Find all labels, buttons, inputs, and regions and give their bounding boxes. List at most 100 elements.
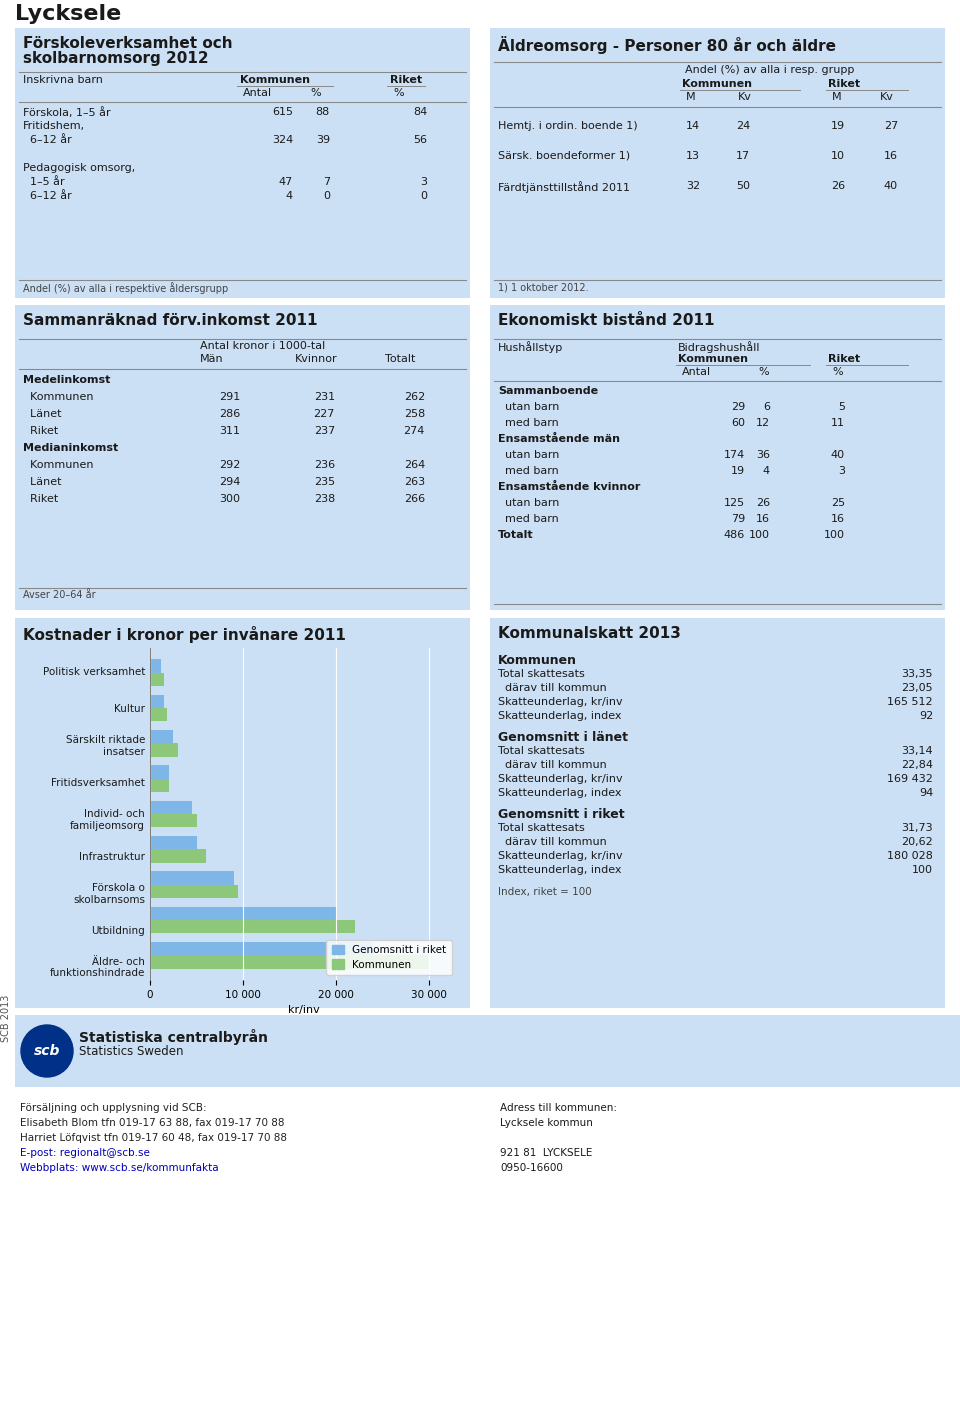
Text: Kv: Kv bbox=[880, 92, 894, 102]
Text: Äldre- och
funktionshindrade: Äldre- och funktionshindrade bbox=[50, 957, 145, 978]
Text: Förskoleverksamhet och: Förskoleverksamhet och bbox=[23, 35, 232, 51]
Text: 292: 292 bbox=[219, 460, 240, 469]
Text: 262: 262 bbox=[404, 392, 425, 402]
Text: Sammanboende: Sammanboende bbox=[498, 386, 598, 396]
Text: 100: 100 bbox=[824, 530, 845, 540]
Text: Skatteunderlag, kr/inv: Skatteunderlag, kr/inv bbox=[498, 851, 623, 861]
Text: Statistiska centralbyrån: Statistiska centralbyrån bbox=[79, 1029, 268, 1045]
Text: Total skattesats: Total skattesats bbox=[498, 669, 585, 679]
Text: 56: 56 bbox=[413, 134, 427, 146]
Bar bbox=[150, 885, 238, 898]
Text: Kommunen: Kommunen bbox=[678, 354, 748, 363]
Text: 1) 1 oktober 2012.: 1) 1 oktober 2012. bbox=[498, 281, 588, 293]
Text: med barn: med barn bbox=[498, 467, 559, 477]
Text: Skatteunderlag, kr/inv: Skatteunderlag, kr/inv bbox=[498, 697, 623, 707]
Text: 3: 3 bbox=[420, 177, 427, 187]
Text: 266: 266 bbox=[404, 493, 425, 503]
Text: 486: 486 bbox=[724, 530, 745, 540]
Bar bbox=[150, 850, 205, 863]
Text: därav till kommun: därav till kommun bbox=[498, 837, 607, 847]
Text: Kultur: Kultur bbox=[114, 704, 145, 714]
Text: därav till kommun: därav till kommun bbox=[498, 759, 607, 771]
Bar bbox=[150, 659, 161, 673]
Text: 300: 300 bbox=[219, 493, 240, 503]
Bar bbox=[150, 800, 192, 814]
Text: 291: 291 bbox=[219, 392, 240, 402]
Text: Ensamstående kvinnor: Ensamstående kvinnor bbox=[498, 482, 640, 492]
Text: 16: 16 bbox=[884, 151, 898, 161]
Text: 263: 263 bbox=[404, 477, 425, 486]
Text: Kommunalskatt 2013: Kommunalskatt 2013 bbox=[498, 626, 681, 641]
Text: scb: scb bbox=[34, 1044, 60, 1058]
Text: 20,62: 20,62 bbox=[901, 837, 933, 847]
Bar bbox=[150, 942, 373, 956]
Text: 4: 4 bbox=[286, 191, 293, 201]
Bar bbox=[490, 28, 945, 298]
Text: 26: 26 bbox=[756, 498, 770, 508]
Bar bbox=[150, 708, 167, 721]
Text: 26: 26 bbox=[830, 181, 845, 191]
Text: 33,35: 33,35 bbox=[901, 669, 933, 679]
Text: Färdtjänsttillstånd 2011: Färdtjänsttillstånd 2011 bbox=[498, 181, 630, 192]
Text: Total skattesats: Total skattesats bbox=[498, 823, 585, 833]
Text: Medianinkomst: Medianinkomst bbox=[23, 443, 118, 452]
Text: 11: 11 bbox=[831, 419, 845, 428]
Text: 17: 17 bbox=[736, 151, 750, 161]
Text: %: % bbox=[393, 88, 403, 98]
Text: 84: 84 bbox=[413, 107, 427, 117]
Text: 294: 294 bbox=[219, 477, 240, 486]
Text: Skatteunderlag, kr/inv: Skatteunderlag, kr/inv bbox=[498, 773, 623, 783]
Text: 264: 264 bbox=[404, 460, 425, 469]
Bar bbox=[150, 673, 164, 686]
Bar bbox=[490, 305, 945, 609]
Text: Kv: Kv bbox=[738, 92, 752, 102]
Text: Särskilt riktade
insatser: Särskilt riktade insatser bbox=[65, 735, 145, 756]
Text: 60: 60 bbox=[731, 419, 745, 428]
Text: Män: Män bbox=[200, 354, 224, 363]
Text: 165 512: 165 512 bbox=[887, 697, 933, 707]
Text: Genomsnitt i riket: Genomsnitt i riket bbox=[498, 807, 625, 822]
Text: Fritidsverksamhet: Fritidsverksamhet bbox=[51, 778, 145, 788]
Text: 615: 615 bbox=[272, 107, 293, 117]
Text: Kommunen: Kommunen bbox=[498, 655, 577, 667]
Text: 25: 25 bbox=[830, 498, 845, 508]
Bar bbox=[150, 730, 173, 744]
Text: 94: 94 bbox=[919, 788, 933, 797]
Text: 19: 19 bbox=[731, 467, 745, 477]
Bar bbox=[15, 28, 470, 298]
Text: 0950-16600: 0950-16600 bbox=[500, 1162, 563, 1174]
Text: 88: 88 bbox=[316, 107, 330, 117]
Text: 27: 27 bbox=[884, 122, 898, 132]
Text: 32: 32 bbox=[685, 181, 700, 191]
Text: %: % bbox=[758, 368, 769, 378]
Text: 324: 324 bbox=[272, 134, 293, 146]
Text: 79: 79 bbox=[731, 515, 745, 525]
Text: M: M bbox=[832, 92, 842, 102]
Text: Andel (%) av alla i resp. grupp: Andel (%) av alla i resp. grupp bbox=[685, 65, 854, 75]
Bar bbox=[15, 1015, 960, 1087]
Text: 1–5 år: 1–5 år bbox=[23, 177, 64, 187]
Text: Kommunen: Kommunen bbox=[240, 75, 310, 85]
Text: 31,73: 31,73 bbox=[901, 823, 933, 833]
Bar bbox=[150, 956, 429, 969]
Text: 3: 3 bbox=[838, 467, 845, 477]
Text: Avser 20–64 år: Avser 20–64 år bbox=[23, 590, 96, 600]
Circle shape bbox=[21, 1025, 73, 1077]
Text: Kostnader i kronor per invånare 2011: Kostnader i kronor per invånare 2011 bbox=[23, 626, 346, 643]
Text: Genomsnitt i länet: Genomsnitt i länet bbox=[498, 731, 628, 744]
Text: 16: 16 bbox=[831, 515, 845, 525]
Bar bbox=[15, 618, 470, 1008]
Text: %: % bbox=[310, 88, 321, 98]
Text: Hemtj. i ordin. boende 1): Hemtj. i ordin. boende 1) bbox=[498, 122, 637, 132]
X-axis label: kr/inv: kr/inv bbox=[288, 1005, 320, 1015]
Text: 5: 5 bbox=[838, 402, 845, 411]
Text: 39: 39 bbox=[316, 134, 330, 146]
Text: Riket: Riket bbox=[828, 354, 860, 363]
Text: 23,05: 23,05 bbox=[901, 683, 933, 693]
Text: 40: 40 bbox=[884, 181, 898, 191]
Text: Antal kronor i 1000-tal: Antal kronor i 1000-tal bbox=[200, 341, 325, 351]
Text: Äldreomsorg - Personer 80 år och äldre: Äldreomsorg - Personer 80 år och äldre bbox=[498, 35, 836, 54]
Text: 16: 16 bbox=[756, 515, 770, 525]
Text: E-post: regionalt@scb.se: E-post: regionalt@scb.se bbox=[20, 1148, 150, 1158]
Text: Sammanräknad förv.inkomst 2011: Sammanräknad förv.inkomst 2011 bbox=[23, 312, 318, 328]
